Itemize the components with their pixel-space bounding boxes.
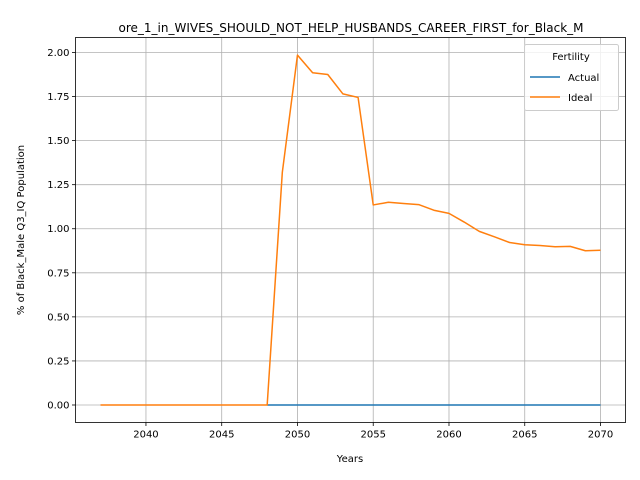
legend-title: Fertility (552, 52, 590, 63)
x-tick-label: 2045 (209, 430, 234, 441)
x-axis-label: Years (336, 454, 363, 465)
series-lines (100, 54, 601, 406)
x-tick-label: 2070 (588, 430, 613, 441)
plot-frame (75, 37, 626, 423)
y-tick-label: 1.25 (47, 180, 69, 191)
y-tick-label: 0.25 (47, 356, 69, 367)
y-axis-label: % of Black_Male Q3_IQ Population (16, 145, 27, 315)
y-tick-label: 0.50 (47, 312, 69, 323)
y-tick-label: 1.75 (47, 92, 69, 103)
x-tick-label: 2065 (512, 430, 537, 441)
y-tick-label: 2.00 (47, 48, 69, 59)
y-tick-label: 1.50 (47, 136, 69, 147)
y-axis-ticks: 0.00 0.25 0.50 0.75 1.00 1.25 1.50 1.75 2.00 (47, 48, 76, 411)
x-tick-label: 2040 (133, 430, 158, 441)
x-tick-label: 2060 (436, 430, 461, 441)
legend-entry-ideal: Ideal (568, 93, 592, 104)
series-line-ideal (100, 54, 601, 406)
legend-box (524, 44, 619, 111)
chart-title: ore_1_in_WIVES_SHOULD_NOT_HELP_HUSBANDS_… (118, 21, 583, 35)
y-tick-label: 0.75 (47, 268, 69, 279)
x-tick-label: 2050 (285, 430, 310, 441)
x-tick-label: 2055 (361, 430, 386, 441)
x-axis-ticks: 2040 2045 2050 2055 2060 2065 2070 (133, 422, 613, 441)
y-tick-label: 0.00 (47, 400, 69, 411)
legend-entry-actual: Actual (568, 73, 599, 84)
y-tick-label: 1.00 (47, 224, 69, 235)
legend: Fertility Actual Ideal (524, 44, 619, 111)
